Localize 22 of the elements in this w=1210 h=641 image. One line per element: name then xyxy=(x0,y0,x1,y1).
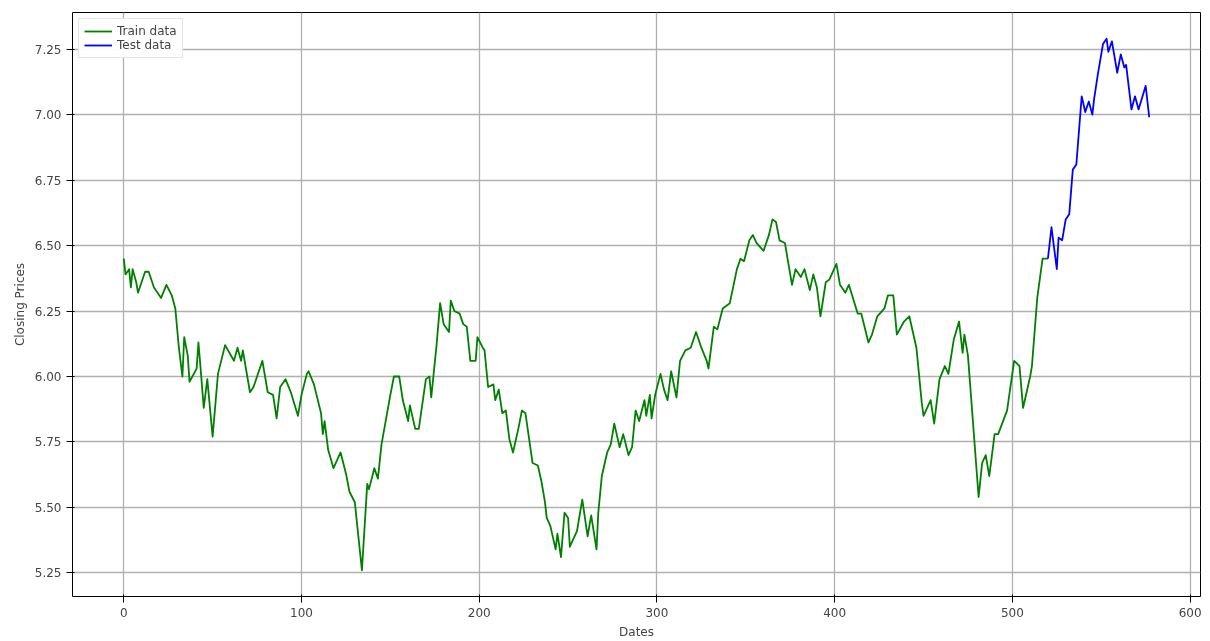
legend-label: Train data xyxy=(117,24,177,38)
legend-label: Test data xyxy=(117,38,172,52)
y-tick-label: 6.50 xyxy=(34,239,62,254)
x-tick-label: 100 xyxy=(290,605,313,620)
x-tick-label: 200 xyxy=(467,605,491,620)
x-tick-label: 300 xyxy=(645,605,669,620)
y-tick-label: 6.25 xyxy=(34,304,62,319)
y-tick-label: 6.00 xyxy=(34,370,62,385)
line-series xyxy=(122,218,1049,572)
x-tick-label: 400 xyxy=(823,605,847,620)
y-tick-label: 7.00 xyxy=(34,108,62,123)
x-tick-label: 0 xyxy=(119,605,128,620)
y-tick-label: 5.75 xyxy=(34,435,62,450)
y-tick-label: 6.75 xyxy=(34,173,62,188)
y-tick-label: 7.25 xyxy=(34,42,62,57)
x-axis-title: Dates xyxy=(619,624,654,639)
y-tick-label: 5.50 xyxy=(34,500,62,515)
line-series xyxy=(1047,37,1151,271)
x-tick-label: 500 xyxy=(1000,605,1024,620)
y-axis-title: Closing Prices xyxy=(12,262,27,347)
y-tick-label: 5.25 xyxy=(34,566,62,581)
x-tick-label: 600 xyxy=(1178,605,1202,620)
